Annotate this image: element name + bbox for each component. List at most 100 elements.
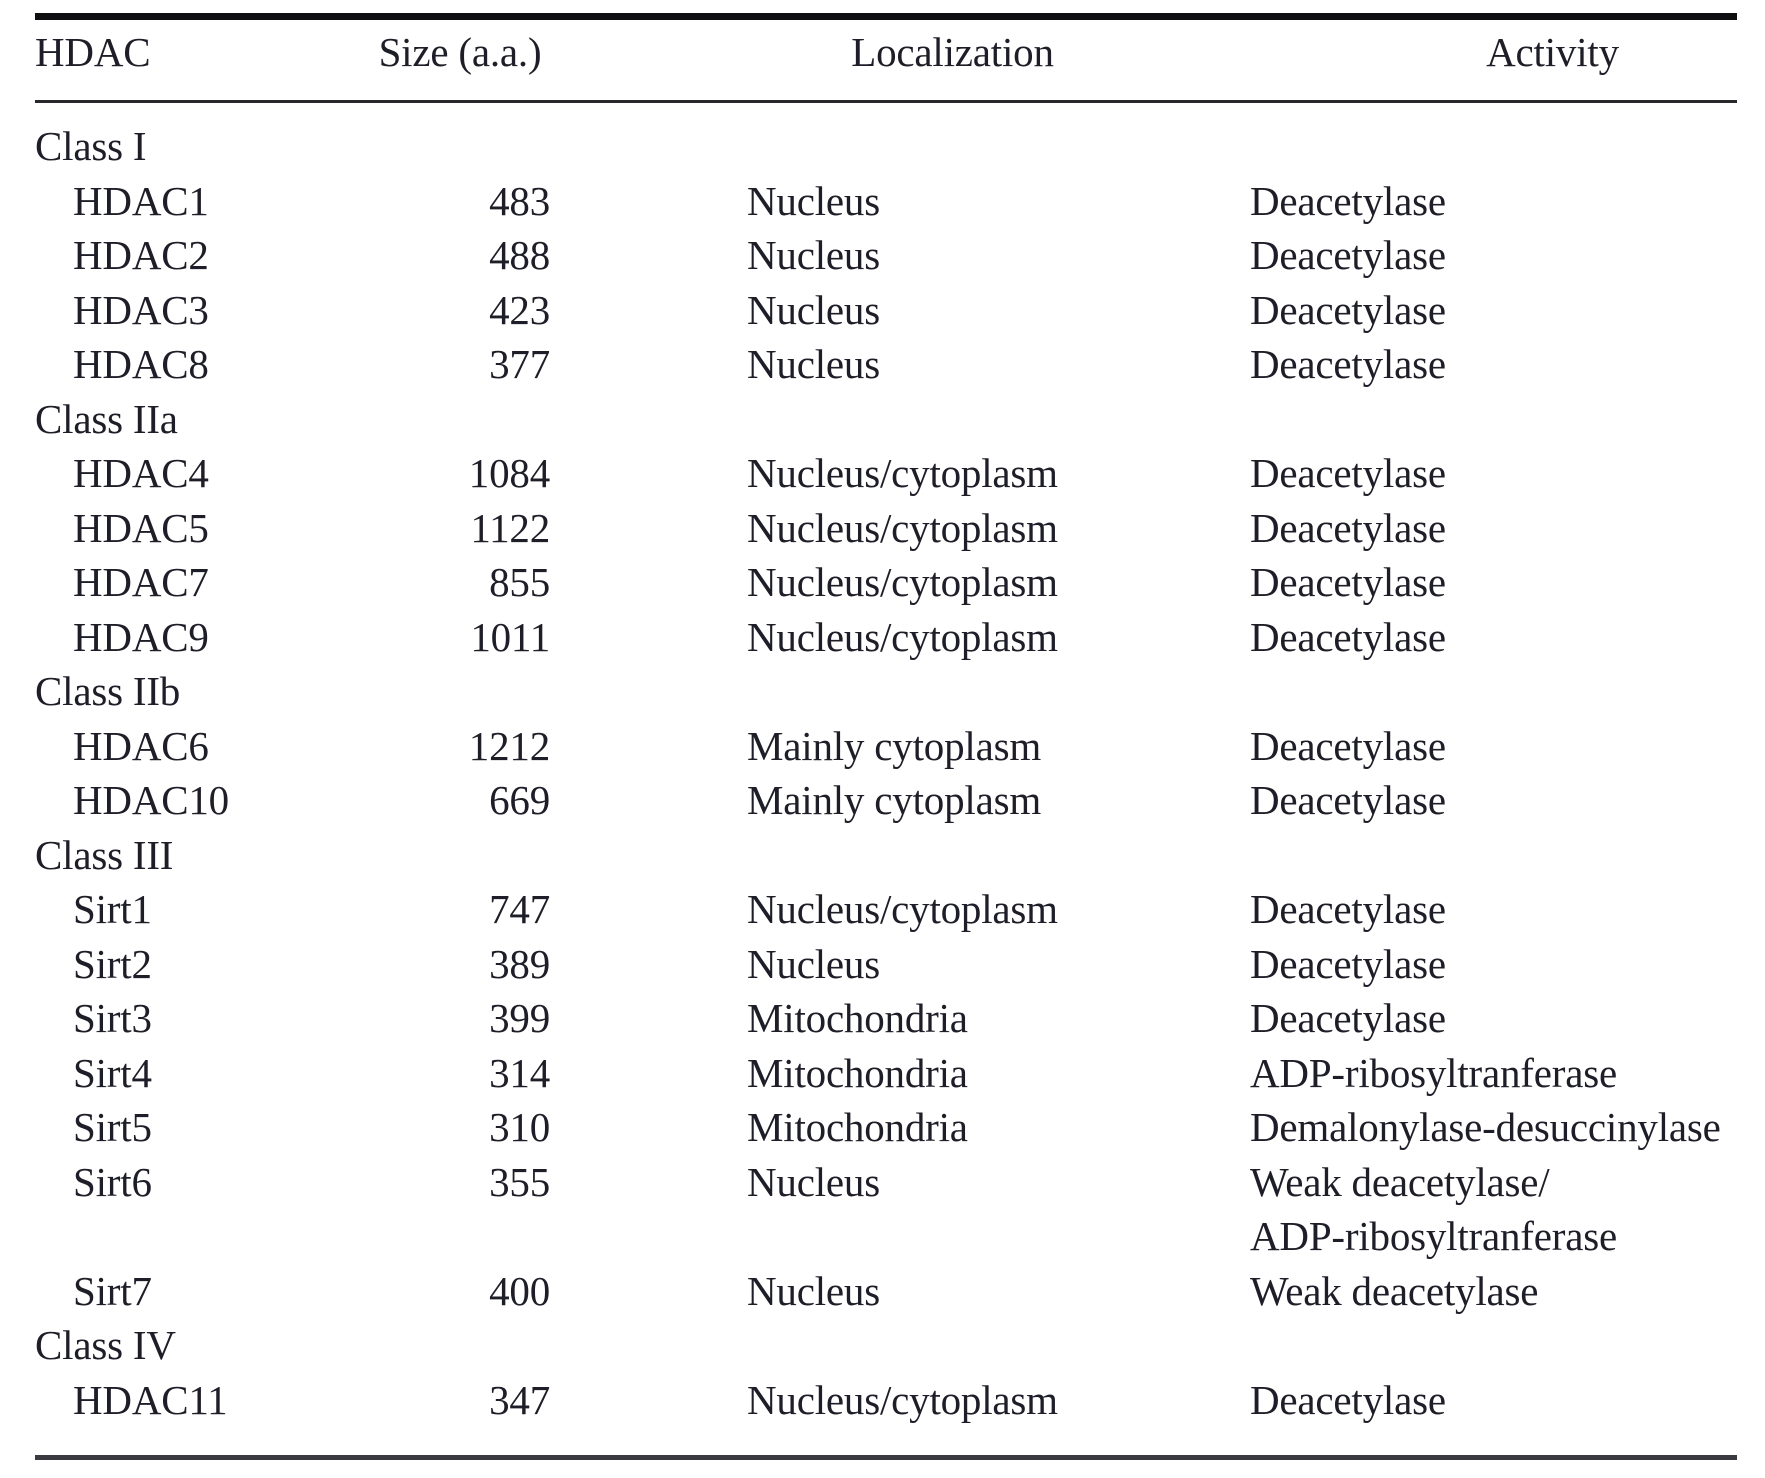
size-cell: 1084	[468, 450, 550, 496]
hdac-name-cell: Sirt7	[73, 1267, 152, 1314]
activity-cell: Deacetylase	[1250, 283, 1737, 338]
table-row: Sirt6 355 Nucleus Weak deacetylase/ADP-ribo…	[35, 1155, 1737, 1264]
activity-line: Deacetylase	[1250, 722, 1446, 769]
size-cell: 400	[489, 1267, 550, 1314]
size-cell: 347	[489, 1376, 550, 1423]
table-row: HDAC7 855 Nucleus/cytoplasm Deacetylase	[35, 555, 1737, 610]
header-separator-rule	[35, 100, 1737, 103]
hdac-name-cell: Sirt3	[73, 995, 152, 1041]
hdac-name-cell: Sirt2	[73, 940, 152, 987]
size-cell: 310	[489, 1104, 550, 1150]
localization-cell: Mitochondria	[747, 1049, 968, 1096]
size-cell: 483	[489, 177, 550, 224]
localization-cell: Mainly cytoplasm	[747, 722, 1042, 769]
class-section-row: Class IIa	[35, 392, 1737, 447]
size-cell: 399	[489, 995, 550, 1041]
hdac-name-cell: Sirt4	[73, 1049, 152, 1096]
hdac-name-cell: HDAC1	[73, 177, 209, 224]
table-body: Class I HDAC1 483 Nucleus Deacetylase HDAC2 48…	[35, 103, 1737, 1455]
activity-cell: Deacetylase	[1250, 446, 1737, 501]
table-row: HDAC1 483 Nucleus Deacetylase	[35, 174, 1737, 229]
activity-cell: Deacetylase	[1250, 882, 1737, 937]
localization-cell: Mitochondria	[747, 995, 968, 1041]
activity-line: Deacetylase	[1250, 504, 1446, 551]
activity-line: Deacetylase	[1250, 777, 1446, 823]
localization-cell: Nucleus/cytoplasm	[747, 559, 1058, 605]
table-row: Sirt3 399 Mitochondria Deacetylase	[35, 991, 1737, 1046]
table-row: HDAC5 1122 Nucleus/cytoplasm Deacetylase	[35, 501, 1737, 556]
localization-cell: Nucleus	[747, 940, 880, 987]
activity-cell: Deacetylase	[1250, 719, 1737, 774]
activity-line: Deacetylase	[1250, 341, 1446, 387]
activity-cell: Deacetylase	[1250, 337, 1737, 392]
localization-cell: Nucleus/cytoplasm	[747, 1376, 1058, 1423]
activity-cell: Deacetylase	[1250, 610, 1737, 665]
localization-cell: Mitochondria	[747, 1104, 968, 1150]
size-cell: 1011	[470, 613, 550, 660]
activity-line: Deacetylase	[1250, 995, 1446, 1041]
activity-cell: Weak deacetylase/ADP-ribosyltranferase	[1250, 1155, 1737, 1264]
column-header-size: Size (a.a.)	[378, 28, 542, 75]
class-section-row: Class IIb	[35, 664, 1737, 719]
activity-cell: Deacetylase	[1250, 174, 1737, 229]
size-cell: 1122	[470, 504, 550, 551]
localization-cell: Nucleus	[747, 341, 880, 387]
localization-cell: Mainly cytoplasm	[747, 777, 1042, 823]
table-row: Sirt1 747 Nucleus/cytoplasm Deacetylase	[35, 882, 1737, 937]
activity-cell: Deacetylase	[1250, 228, 1737, 283]
hdac-table: HDAC Size (a.a.) Localization Activity C…	[35, 13, 1737, 1460]
localization-cell: Nucleus/cytoplasm	[747, 504, 1058, 551]
activity-line: Demalonylase-desuccinylase	[1250, 1104, 1721, 1150]
activity-line: Deacetylase	[1250, 886, 1446, 932]
table-row: Sirt7 400 Nucleus Weak deacetylase	[35, 1264, 1737, 1319]
localization-cell: Nucleus	[747, 177, 880, 224]
table-row: Sirt2 389 Nucleus Deacetylase	[35, 937, 1737, 992]
hdac-name-cell: HDAC2	[73, 232, 209, 278]
size-cell: 355	[489, 1158, 550, 1205]
activity-line: Deacetylase	[1250, 286, 1446, 333]
size-cell: 669	[489, 777, 550, 823]
activity-line: Deacetylase	[1250, 232, 1446, 278]
class-section-row: Class III	[35, 828, 1737, 883]
size-cell: 488	[489, 232, 550, 278]
column-header-hdac: HDAC	[35, 28, 151, 75]
class-label: Class IV	[35, 1322, 176, 1368]
table-header-row: HDAC Size (a.a.) Localization Activity	[35, 20, 1737, 100]
activity-line: ADP-ribosyltranferase	[1250, 1049, 1617, 1096]
localization-cell: Nucleus	[747, 232, 880, 278]
column-header-activity: Activity	[1486, 28, 1619, 75]
activity-line: Deacetylase	[1250, 559, 1446, 605]
activity-cell: Weak deacetylase	[1250, 1264, 1737, 1319]
table-row: HDAC2 488 Nucleus Deacetylase	[35, 228, 1737, 283]
activity-line: Deacetylase	[1250, 1376, 1446, 1423]
hdac-name-cell: HDAC7	[73, 559, 209, 605]
activity-cell: Deacetylase	[1250, 555, 1737, 610]
activity-line: Deacetylase	[1250, 450, 1446, 496]
size-cell: 747	[489, 886, 550, 932]
activity-line: Weak deacetylase	[1250, 1267, 1539, 1314]
table-row: HDAC6 1212 Mainly cytoplasm Deacetylase	[35, 719, 1737, 774]
size-cell: 389	[489, 940, 550, 987]
table-row: HDAC3 423 Nucleus Deacetylase	[35, 283, 1737, 338]
hdac-name-cell: Sirt1	[73, 886, 152, 932]
hdac-name-cell: HDAC4	[73, 450, 209, 496]
hdac-name-cell: HDAC8	[73, 341, 209, 387]
localization-cell: Nucleus	[747, 1267, 880, 1314]
activity-cell: Deacetylase	[1250, 937, 1737, 992]
activity-cell: Demalonylase-desuccinylase	[1250, 1100, 1737, 1155]
size-cell: 314	[489, 1049, 550, 1096]
hdac-name-cell: Sirt6	[73, 1158, 152, 1205]
class-label: Class IIb	[35, 668, 181, 714]
activity-cell: Deacetylase	[1250, 773, 1737, 828]
activity-cell: Deacetylase	[1250, 501, 1737, 556]
localization-cell: Nucleus	[747, 1158, 880, 1205]
activity-line: Deacetylase	[1250, 613, 1446, 660]
table-top-rule	[35, 13, 1737, 20]
class-section-row: Class I	[35, 119, 1737, 174]
class-label: Class III	[35, 831, 174, 878]
hdac-name-cell: HDAC6	[73, 722, 209, 769]
activity-line: Deacetylase	[1250, 177, 1446, 224]
table-row: Sirt4 314 Mitochondria ADP-ribosyltranferas…	[35, 1046, 1737, 1101]
size-cell: 377	[489, 341, 550, 387]
hdac-name-cell: HDAC5	[73, 504, 209, 551]
